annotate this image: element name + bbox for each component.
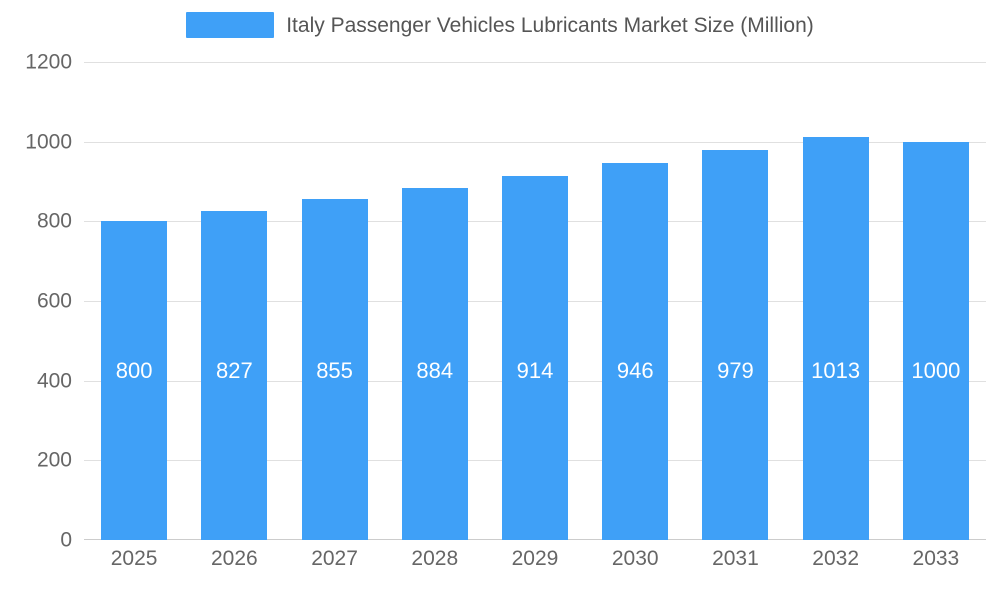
y-tick-label: 600 <box>36 289 72 313</box>
bar-slot: 884 <box>401 62 468 540</box>
bar-slot: 800 <box>101 62 168 540</box>
bar-value-label: 946 <box>616 358 654 383</box>
bar-value-label: 800 <box>115 358 153 383</box>
y-tick-label: 200 <box>36 448 72 472</box>
chart-legend: Italy Passenger Vehicles Lubricants Mark… <box>0 12 1000 38</box>
x-axis: 2025 2026 2027 2028 2029 2030 2031 2032 2033 <box>84 548 986 582</box>
x-tick-label: 2031 <box>712 547 759 570</box>
y-tick-label: 400 <box>36 369 72 393</box>
bar-slot: 855 <box>301 62 368 540</box>
y-tick-label: 1000 <box>25 130 72 154</box>
x-tick-label: 2030 <box>611 547 659 570</box>
x-tick-label: 2027 <box>311 547 358 570</box>
bar-slot: 979 <box>702 62 769 540</box>
x-tick-label: 2026 <box>210 547 258 570</box>
y-tick-label: 0 <box>60 528 72 552</box>
bar[interactable] <box>301 199 368 540</box>
bar[interactable] <box>602 163 669 540</box>
bar[interactable] <box>101 221 168 540</box>
bar[interactable] <box>502 175 568 540</box>
y-tick-label: 1200 <box>25 50 72 74</box>
legend-item-label: Italy Passenger Vehicles Lubricants Mark… <box>286 13 814 37</box>
bar[interactable] <box>702 150 769 540</box>
x-tick-label: 2028 <box>411 547 459 570</box>
x-tick-label: 2033 <box>912 547 960 570</box>
bar[interactable] <box>201 210 268 540</box>
x-tick-label: 2025 <box>110 547 158 570</box>
bar-slot: 914 <box>502 62 568 540</box>
bar-series: 800 827 855 884 914 946 979 1013 1000 <box>84 62 986 540</box>
grid-line <box>84 141 986 143</box>
bar-value-label: 1000 <box>911 358 961 383</box>
bar-value-label: 1013 <box>811 358 861 383</box>
bar-value-label: 855 <box>316 358 353 383</box>
y-axis: 0 200 400 600 800 1000 1200 <box>0 52 72 551</box>
grid-line <box>84 62 986 63</box>
bar-value-label: 884 <box>416 358 454 383</box>
bar-value-label: 914 <box>516 358 554 383</box>
legend-item-market-size[interactable]: Italy Passenger Vehicles Lubricants Mark… <box>186 12 814 38</box>
bar-slot: 946 <box>602 62 669 540</box>
bar-slot: 1013 <box>802 62 869 540</box>
bar-slot: 827 <box>201 62 268 540</box>
x-tick-label: 2029 <box>511 547 559 570</box>
legend-color-swatch <box>186 12 275 38</box>
x-tick-label: 2032 <box>812 547 860 570</box>
plot-area: 800 827 855 884 914 946 979 1013 1000 <box>84 62 986 540</box>
bar-slot: 1000 <box>902 62 969 540</box>
bar-value-label: 827 <box>215 358 253 383</box>
bar-value-label: 979 <box>717 358 754 383</box>
bar[interactable] <box>802 136 869 540</box>
bar[interactable] <box>902 141 969 540</box>
y-tick-label: 800 <box>36 209 72 233</box>
bar[interactable] <box>401 187 468 540</box>
